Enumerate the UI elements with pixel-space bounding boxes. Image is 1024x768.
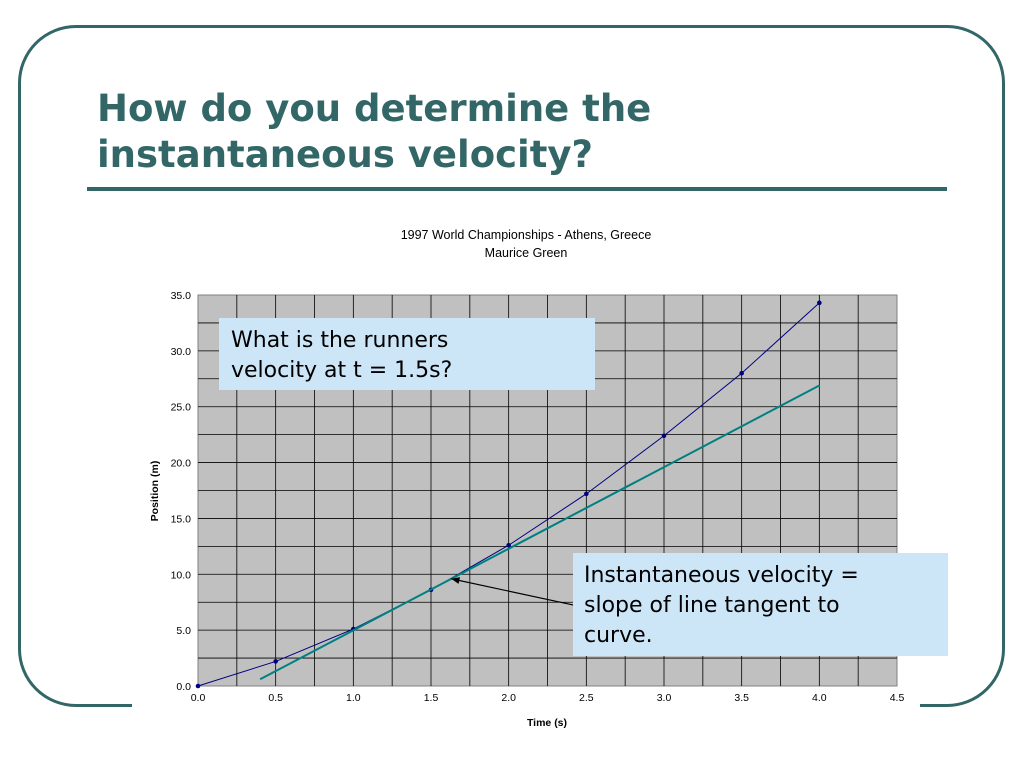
x-axis-title: Time (s) xyxy=(527,717,567,729)
x-tick-label: 0.0 xyxy=(191,692,206,704)
data-point xyxy=(817,300,822,306)
x-tick-label: 1.5 xyxy=(424,692,439,704)
x-tick-label: 4.5 xyxy=(890,692,905,704)
y-tick-label: 10.0 xyxy=(171,569,192,581)
y-tick-label: 20.0 xyxy=(171,458,192,470)
data-point xyxy=(661,433,667,439)
answer-line-3: curve. xyxy=(584,623,653,648)
y-tick-label: 35.0 xyxy=(171,290,192,302)
chart-panel: 1997 World Championships - Athens, Greec… xyxy=(132,210,920,768)
tangent-line xyxy=(259,384,820,681)
x-tick-label: 1.0 xyxy=(346,692,361,704)
answer-line-2: slope of line tangent to xyxy=(584,593,840,618)
annotation-arrow xyxy=(451,578,587,609)
y-tick-label: 15.0 xyxy=(171,513,192,525)
x-tick-label: 2.5 xyxy=(579,692,594,704)
arrowhead-icon xyxy=(451,577,461,584)
title-line-2: instantaneous velocity? xyxy=(97,133,593,176)
y-tick-label: 0.0 xyxy=(176,681,191,693)
title-underline xyxy=(87,187,947,191)
x-tick-label: 0.5 xyxy=(268,692,283,704)
x-tick-label: 2.0 xyxy=(501,692,516,704)
chart-title: 1997 World Championships - Athens, Greec… xyxy=(401,228,652,242)
data-point xyxy=(273,659,278,664)
question-callout: What is the runners velocity at t = 1.5s… xyxy=(219,318,595,390)
question-line-2: velocity at t = 1.5s? xyxy=(231,358,453,383)
y-tick-label: 30.0 xyxy=(171,346,192,358)
x-tick-label: 3.5 xyxy=(734,692,749,704)
position-time-chart: 1997 World Championships - Athens, Greec… xyxy=(149,228,905,729)
data-point xyxy=(739,370,744,376)
y-tick-label: 5.0 xyxy=(176,625,191,637)
x-tick-label: 4.0 xyxy=(812,692,827,704)
answer-line-1: Instantaneous velocity = xyxy=(584,563,859,588)
y-tick-label: 25.0 xyxy=(171,402,192,414)
data-point xyxy=(506,542,511,548)
y-axis-title: Position (m) xyxy=(149,461,161,522)
chart-subtitle: Maurice Green xyxy=(485,246,568,260)
slide-title: How do you determine the instantaneous v… xyxy=(97,86,917,178)
data-point xyxy=(195,683,201,689)
data-point xyxy=(584,491,589,497)
answer-callout: Instantaneous velocity = slope of line t… xyxy=(573,553,948,656)
question-line-1: What is the runners xyxy=(231,328,449,353)
title-line-1: How do you determine the xyxy=(97,87,652,130)
x-tick-label: 3.0 xyxy=(657,692,672,704)
